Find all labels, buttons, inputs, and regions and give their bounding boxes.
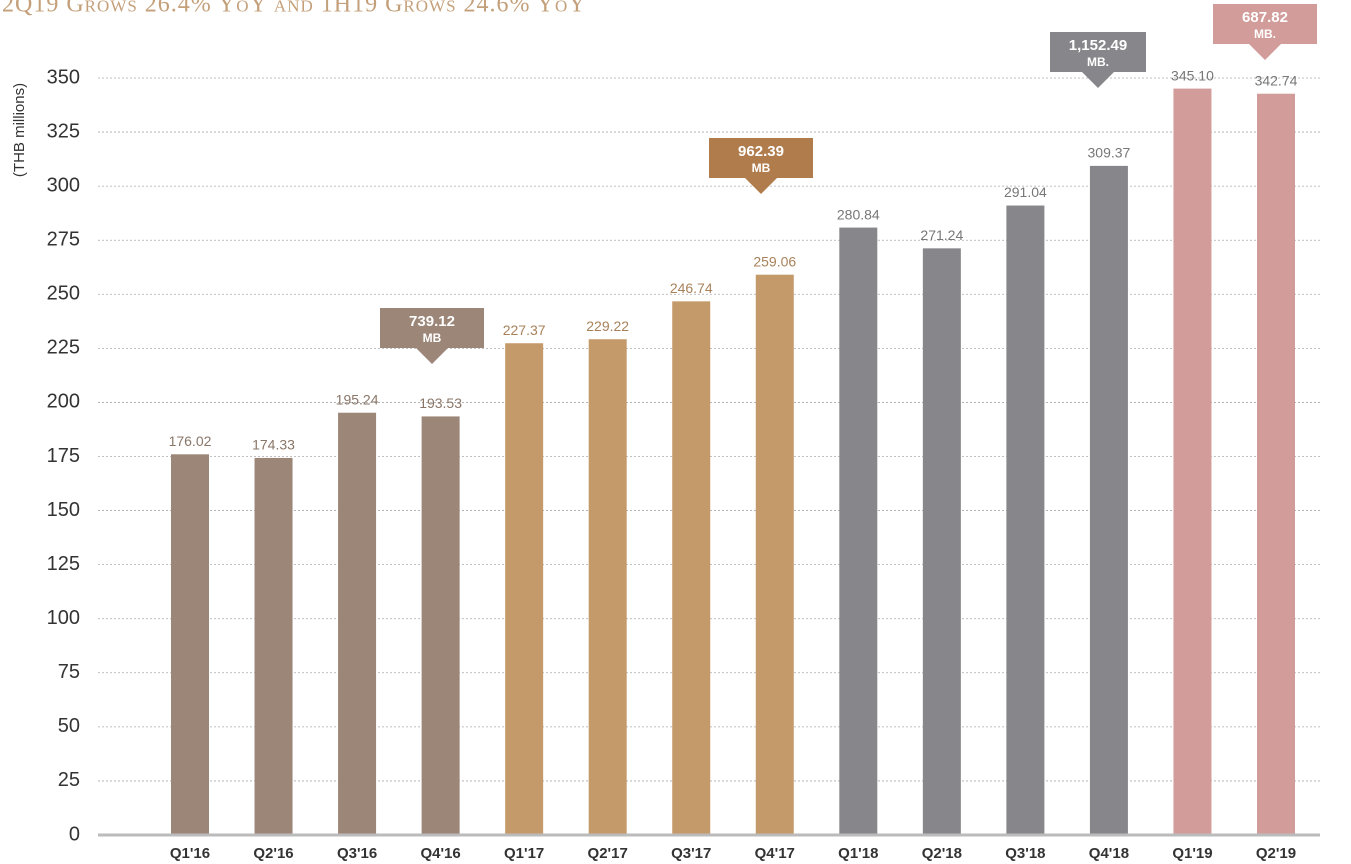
x-tick-label: Q1'19 <box>1172 845 1212 862</box>
callout-unit: MB <box>752 161 771 175</box>
callout <box>709 138 813 194</box>
x-tick-label: Q2'19 <box>1256 845 1296 862</box>
value-label: 345.10 <box>1171 67 1214 83</box>
x-tick-label: Q4'17 <box>755 845 795 862</box>
y-tick-label: 200 <box>47 391 80 413</box>
y-tick-label: 100 <box>47 607 80 629</box>
x-tick-label: Q3'18 <box>1005 845 1045 862</box>
value-label: 342.74 <box>1255 72 1298 88</box>
y-tick-label: 275 <box>47 228 80 250</box>
value-label: 227.37 <box>503 322 546 338</box>
x-tick-label: Q3'16 <box>337 845 377 862</box>
y-tick-label: 250 <box>47 283 80 305</box>
value-label: 174.33 <box>252 437 295 453</box>
bar <box>171 454 209 835</box>
x-tick-label: Q1'16 <box>170 845 210 862</box>
bar <box>421 416 460 835</box>
value-label: 291.04 <box>1004 184 1047 200</box>
bar <box>839 227 878 836</box>
value-label: 176.02 <box>169 433 212 449</box>
y-tick-label: 350 <box>47 66 80 88</box>
value-label: 271.24 <box>920 227 963 243</box>
chart-title: 2Q19 Grows 26.4% YoY and 1H19 Grows 24.6… <box>2 0 587 18</box>
y-tick-label: 50 <box>58 715 80 737</box>
bar <box>505 343 544 835</box>
bar <box>755 274 794 836</box>
callout-unit: MB <box>423 331 442 345</box>
y-tick-label: 300 <box>47 174 80 196</box>
callout-unit: MB. <box>1087 55 1109 69</box>
y-axis-label: (THB millions) <box>11 83 28 177</box>
callout <box>380 308 484 364</box>
y-tick-label: 150 <box>47 499 80 521</box>
x-tick-label: Q4'18 <box>1089 845 1129 862</box>
callout <box>1050 32 1146 88</box>
y-tick-label: 0 <box>69 823 80 845</box>
y-tick-label: 75 <box>58 661 80 683</box>
bar <box>1173 88 1212 835</box>
value-label: 229.22 <box>586 318 629 334</box>
x-tick-label: Q3'17 <box>671 845 711 862</box>
callout-unit: MB. <box>1254 27 1276 41</box>
x-tick-label: Q1'18 <box>838 845 878 862</box>
callout-value: 962.39 <box>738 143 784 160</box>
value-label: 195.24 <box>336 391 379 407</box>
bar <box>254 457 293 835</box>
callout-value: 739.12 <box>409 313 455 330</box>
x-tick-label: Q1'17 <box>504 845 544 862</box>
value-label: 280.84 <box>837 206 880 222</box>
bar <box>338 412 377 835</box>
bar <box>1006 205 1045 835</box>
y-tick-label: 325 <box>47 120 80 142</box>
y-tick-label: 225 <box>47 337 80 359</box>
value-label: 246.74 <box>670 280 713 296</box>
bar <box>672 301 711 835</box>
x-tick-label: Q4'16 <box>420 845 460 862</box>
value-label: 193.53 <box>419 395 462 411</box>
x-tick-label: Q2'17 <box>588 845 628 862</box>
y-tick-label: 25 <box>58 769 80 791</box>
x-tick-label: Q2'16 <box>253 845 293 862</box>
callout-value: 1,152.49 <box>1069 37 1127 54</box>
bar <box>1089 165 1128 835</box>
bar <box>922 248 961 836</box>
value-label: 309.37 <box>1088 145 1131 161</box>
y-tick-label: 125 <box>47 553 80 575</box>
x-tick-label: Q2'18 <box>922 845 962 862</box>
y-tick-label: 175 <box>47 445 80 467</box>
bar <box>1257 93 1295 836</box>
callout <box>1213 4 1317 60</box>
bar <box>588 339 627 835</box>
value-label: 259.06 <box>753 253 796 269</box>
callout-value: 687.82 <box>1242 9 1288 26</box>
